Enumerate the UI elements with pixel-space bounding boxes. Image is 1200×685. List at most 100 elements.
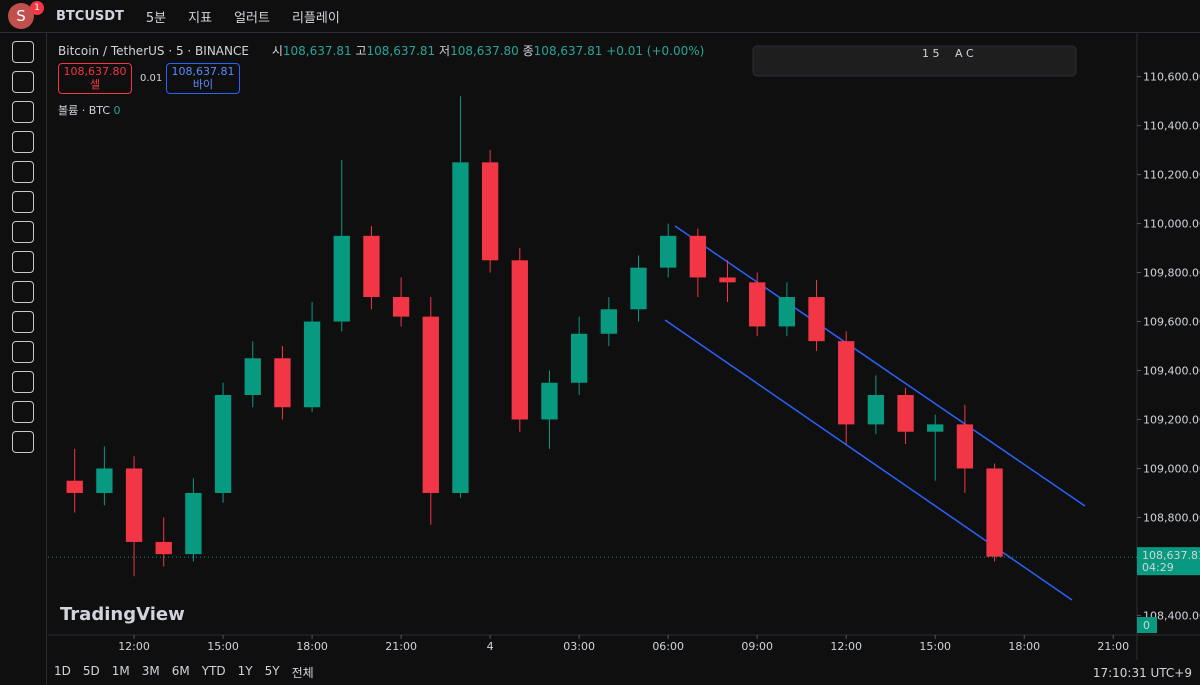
range-button[interactable]: 1M [111,664,130,678]
tool[interactable] [12,281,34,303]
x-tick-label: 09:00 [741,640,773,653]
volume-tag [1137,617,1157,633]
watermark: TradingView [60,604,185,625]
ohlc-value: 108,637.81 [533,44,603,58]
range-button[interactable]: 5D [82,664,100,678]
sell-button[interactable]: 108,637.80 셀 [58,63,132,94]
range-button[interactable]: 1Y [237,664,253,678]
legend-title: Bitcoin / TetherUS · 5 · BINANCE [58,44,249,58]
tool[interactable] [12,71,34,93]
candle-body [185,492,202,555]
buy-price: 108,637.81 [171,65,235,78]
candle-body [838,341,855,425]
range-button[interactable]: 1D [54,664,71,678]
x-tick-label: 03:00 [563,640,595,653]
symbol[interactable]: BTCUSDT [56,8,124,24]
change: +0.01 (+0.00%) [606,44,705,58]
candle-body [481,162,499,261]
y-tick-label: 110,600.00 [1143,71,1200,84]
tool[interactable] [12,131,34,153]
x-tick-label: 12:00 [118,640,150,653]
chart: 1 5 A C TradingView 108,400.00108,600.00… [48,33,1200,660]
tool[interactable] [12,161,34,183]
tool[interactable] [12,251,34,273]
y-tick-label: 109,400.00 [1143,365,1200,378]
last-price-label: 108,637.81 [1142,549,1200,562]
tool[interactable] [12,191,34,213]
volume-value: 0 [113,104,121,117]
y-tick-label: 109,600.00 [1143,316,1200,329]
volume-label: 볼륨 · BTC [58,104,111,117]
volume-axis-label: 0 [1143,619,1150,632]
range-button[interactable]: 3M [141,664,160,678]
candle-body [333,235,350,322]
y-tick-label: 109,800.00 [1143,267,1200,280]
alerts[interactable]: 얼러트 [234,10,270,26]
candle-body [452,162,469,493]
avatar[interactable]: S [8,3,34,29]
sell-label: 셀 [89,78,101,91]
candle-body [570,333,588,383]
ohlc-label: 시 [271,44,283,58]
tool[interactable] [12,221,34,243]
range-button[interactable]: 5Y [264,664,280,678]
bottom-bar: 1D 5D 1M 3M 6M YTD 1Y 5Y 전체 17:10:31 UTC+9 [48,660,1200,685]
candle-body [689,235,706,278]
candle-body [630,267,647,310]
range-button[interactable]: 전체 [291,666,314,680]
volume-legend: 볼륨 · BTC 0 [58,102,121,118]
y-tick-label: 108,800.00 [1143,511,1200,524]
x-tick-label: 06:00 [652,640,684,653]
tool[interactable] [12,431,34,453]
countdown: 04:29 [1142,561,1174,574]
x-tick-label: 15:00 [919,640,951,653]
channel-line[interactable] [674,225,1086,507]
sell-price: 108,637.80 [63,65,127,78]
x-tick-label: 4 [487,640,494,653]
tool[interactable] [12,401,34,423]
buy-button[interactable]: 108,637.81 바이 [166,63,240,94]
candle-body [808,297,825,342]
candle-body [125,468,143,542]
ranges: 1D 5D 1M 3M 6M YTD 1Y 5Y 전체 [48,664,320,681]
abc-icon[interactable]: A C [955,47,974,60]
tool[interactable] [12,101,34,123]
buy-label: 바이 [192,78,214,91]
fib-icon[interactable]: 1 5 [922,47,940,60]
candle-body [274,358,291,408]
x-tick-label: 18:00 [296,640,328,653]
x-tick-label: 12:00 [830,640,862,653]
tool[interactable] [12,41,34,63]
candle-body [66,480,83,493]
candle-body [956,424,974,469]
replay[interactable]: 리플레이 [291,10,340,26]
candle-body [392,297,410,317]
candle-body [600,309,617,334]
candle-body [867,395,885,425]
drawing-tools [0,33,47,685]
ohlc-value: 108,637.80 [450,44,519,58]
tool[interactable] [12,311,34,333]
interval[interactable]: 5분 [145,10,167,26]
candle-body [303,321,321,408]
channel-line[interactable] [664,319,1073,601]
candle-body [660,235,677,268]
top-bar: S 1 BTCUSDT 5분 지표 얼러트 리플레이 [0,0,1200,33]
candle-body [363,235,380,298]
badge: 1 [30,1,44,15]
x-tick-label: 21:00 [1097,640,1129,653]
last-price-tag [1137,547,1200,576]
tool[interactable] [12,371,34,393]
candle-body [927,424,944,432]
indicators[interactable]: 지표 [188,10,213,26]
candle-body [96,468,113,493]
clock: 17:10:31 UTC+9 [1092,665,1192,680]
ohlc-label: 저 [439,44,451,58]
y-tick-label: 110,200.00 [1143,169,1200,182]
tool[interactable] [12,341,34,363]
range-button[interactable]: 6M [171,664,190,678]
candle-body [778,297,796,327]
candle-body [719,277,736,283]
range-button[interactable]: YTD [201,664,226,678]
